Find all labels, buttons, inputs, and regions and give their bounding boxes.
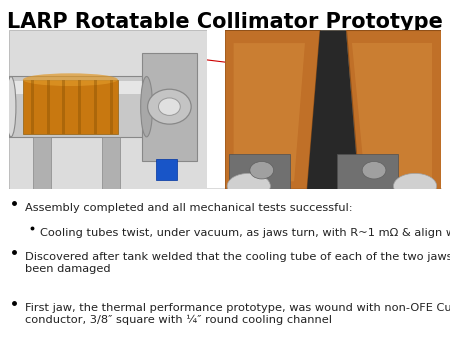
Ellipse shape <box>227 173 270 199</box>
Bar <box>225 30 441 91</box>
Bar <box>9 76 148 137</box>
Text: Assembly completed and all mechanical tests successful:: Assembly completed and all mechanical te… <box>25 203 352 213</box>
Text: Discovered after tank welded that the cooling tube of each of the two jaws had
b: Discovered after tank welded that the co… <box>25 252 450 274</box>
Polygon shape <box>352 43 432 181</box>
Text: BPM: BPM <box>119 86 142 109</box>
Text: Cooling tubes twist, under vacuum, as jaws turn, with R~1 mΩ & align well: Cooling tubes twist, under vacuum, as ja… <box>40 228 450 238</box>
Text: First jaw, the thermal performance prototype, was wound with non-OFE Cu magnet
c: First jaw, the thermal performance proto… <box>25 303 450 325</box>
Bar <box>142 53 197 161</box>
Polygon shape <box>234 43 305 181</box>
Bar <box>102 137 120 189</box>
Circle shape <box>158 98 180 115</box>
Polygon shape <box>307 30 359 189</box>
Circle shape <box>250 162 274 179</box>
Bar <box>31 80 34 134</box>
Circle shape <box>362 162 386 179</box>
Text: LARP Rotatable Collimator Prototype: LARP Rotatable Collimator Prototype <box>7 12 443 32</box>
Ellipse shape <box>141 76 153 137</box>
Bar <box>110 80 113 134</box>
Circle shape <box>148 89 191 124</box>
Text: Rotation Drives: Rotation Drives <box>120 49 266 69</box>
Bar <box>230 154 290 189</box>
Polygon shape <box>225 30 320 189</box>
Bar <box>9 81 148 94</box>
Polygon shape <box>346 30 441 189</box>
Bar <box>63 80 65 134</box>
Bar <box>33 137 50 189</box>
Bar <box>23 80 118 134</box>
Bar <box>156 159 177 180</box>
Ellipse shape <box>393 173 436 199</box>
Bar <box>47 80 50 134</box>
Bar <box>78 80 81 134</box>
Ellipse shape <box>23 73 118 86</box>
Bar <box>338 154 398 189</box>
Ellipse shape <box>6 76 16 137</box>
Bar <box>94 80 97 134</box>
